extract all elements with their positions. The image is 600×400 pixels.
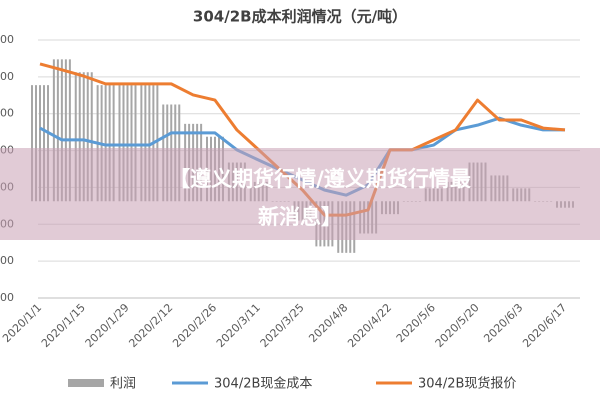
bar: [31, 85, 33, 202]
bar: [47, 85, 49, 202]
y-tick-label: 15000: [0, 70, 14, 83]
bar: [43, 85, 45, 202]
x-tick-label: 2020/4/22: [345, 301, 394, 350]
bar: [108, 85, 111, 202]
x-tick-label: 2020/6/17: [520, 301, 569, 350]
x-tick-label: 2020/3/11: [214, 301, 263, 350]
bar: [74, 72, 77, 202]
y-tick-label: 16000: [0, 33, 14, 46]
x-tick-label: 2020/4/8: [306, 301, 350, 345]
bar: [86, 72, 89, 202]
x-tick-label: 2020/2/26: [170, 301, 219, 350]
bar: [60, 59, 63, 202]
bar: [118, 85, 121, 202]
x-tick-label: 2020/1/1: [0, 301, 44, 345]
x-tick-label: 2020/1/15: [39, 301, 88, 350]
bar: [90, 72, 93, 202]
bar: [82, 72, 85, 202]
legend-label: 304/2B现货报价: [418, 376, 516, 392]
y-tick-label: 10000: [0, 254, 14, 267]
bar: [52, 59, 55, 202]
x-tick-label: 2020/2/12: [126, 301, 175, 350]
x-tick-label: 2020/5/20: [433, 301, 482, 350]
bar: [144, 85, 147, 202]
x-tick-label: 2020/6/3: [481, 301, 525, 345]
x-tick-label: 2020/5/6: [394, 301, 438, 345]
bar: [56, 59, 59, 202]
bar: [78, 72, 81, 202]
banner-text: 新消息】: [258, 205, 342, 229]
bar: [122, 85, 125, 202]
bar: [148, 85, 151, 202]
bar: [134, 85, 137, 202]
x-tick-label: 2020/1/29: [83, 301, 132, 350]
legend-label: 304/2B现金成本: [214, 376, 312, 392]
bar: [130, 85, 133, 202]
legend-item: 利润: [68, 377, 136, 392]
bar: [39, 85, 41, 202]
legend-item: 304/2B现货报价: [376, 376, 516, 392]
y-tick-label: 14000: [0, 107, 14, 120]
banner-bg: [0, 148, 600, 240]
chart-title: 304/2B成本利润情况（元/吨）: [193, 8, 407, 26]
x-tick-label: 2020/3/25: [258, 301, 307, 350]
banner-text: 【遵义期货行情/遵义期货行情最: [169, 167, 472, 191]
legend-item: 304/2B现金成本: [172, 376, 312, 392]
bar: [126, 85, 129, 202]
bar: [140, 85, 143, 202]
bar: [68, 59, 71, 202]
legend-label: 利润: [110, 377, 136, 392]
bar: [104, 85, 107, 202]
bar: [35, 85, 37, 202]
y-tick-label: 9000: [0, 291, 14, 304]
bar: [112, 85, 115, 202]
bar: [64, 59, 67, 202]
bar: [156, 85, 159, 202]
legend-swatch: [68, 379, 104, 387]
